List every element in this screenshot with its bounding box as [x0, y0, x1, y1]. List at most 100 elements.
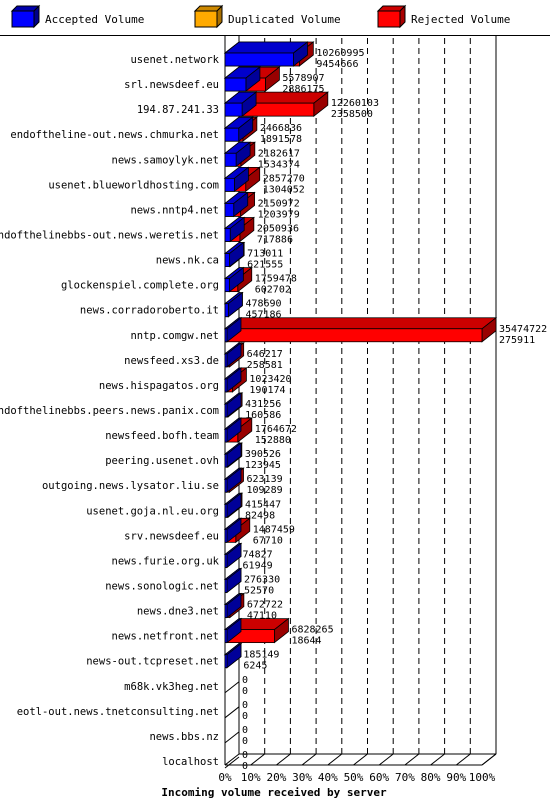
data-label-total: 5578907 [282, 73, 324, 84]
x-grid-floor-line [250, 753, 266, 766]
x-tick-label: 20% [266, 771, 286, 784]
y-tick-label: newsfeed.xs3.de [124, 355, 219, 367]
data-label-accepted: 109289 [247, 485, 283, 496]
data-label-total: 478690 [245, 299, 281, 310]
data-label-total: 0 [242, 700, 248, 711]
y-tick-label: srv.newsdeef.eu [124, 530, 219, 542]
data-label-accepted: 61949 [243, 560, 273, 571]
data-label-accepted: 1534374 [258, 159, 300, 170]
bar-accepted [224, 77, 247, 92]
y-tick-label: nntp.comgw.net [130, 330, 219, 342]
data-label-accepted: 52570 [244, 585, 274, 596]
bar-accepted [224, 604, 228, 618]
y-tick-label: news.sonologic.net [105, 580, 219, 592]
x-tick-label: 0% [218, 771, 232, 784]
data-label-accepted: 123945 [245, 460, 281, 471]
data-label-accepted: 275911 [499, 335, 535, 346]
data-label-accepted: 82498 [245, 510, 275, 521]
bar-accepted [224, 478, 228, 493]
x-tick-label: 30% [292, 771, 312, 784]
data-label-total: 2857270 [263, 173, 305, 184]
bar-rejected [224, 328, 483, 343]
data-label-accepted: 160586 [245, 410, 281, 421]
data-label-accepted: 0 [242, 736, 248, 747]
data-label-accepted: 47110 [247, 611, 277, 622]
y-tick-label: localhost [162, 756, 219, 768]
y-tick-label: news.samoylyk.net [112, 154, 219, 166]
bar-empty [224, 731, 240, 744]
data-label-total: 713011 [247, 249, 283, 260]
y-tick-label: news-out.tcpreset.net [86, 656, 219, 668]
bar-accepted [224, 453, 228, 468]
bar-accepted [224, 127, 240, 142]
x-grid-floor-line [378, 753, 394, 766]
data-label-total: 1764672 [255, 424, 297, 435]
data-label-total: 2182617 [258, 148, 300, 159]
legend-item-accepted: Accepted Volume [10, 4, 144, 29]
y-tick-label: m68k.vk3heg.net [124, 681, 219, 693]
y-tick-label: outgoing.news.lysator.liu.se [42, 480, 219, 492]
x-grid-floor-line [276, 753, 291, 766]
legend-item-duplicated: Duplicated Volume [193, 4, 341, 29]
y-tick-label: news.dne3.net [137, 606, 219, 618]
data-label-accepted: 258581 [247, 360, 283, 371]
x-grid-floor-line [353, 753, 368, 766]
x-grid-floor-line [430, 753, 445, 766]
data-label-total: 276330 [244, 574, 280, 585]
data-label-accepted: 2886175 [282, 84, 324, 95]
data-label-accepted: 1304052 [263, 184, 305, 195]
x-grid-floor-line [224, 753, 240, 766]
bar-rejected-top [223, 317, 498, 330]
data-label-total: 0 [242, 750, 248, 761]
data-label-total: 12260103 [331, 98, 379, 109]
legend-swatch-duplicated [194, 10, 218, 28]
data-label-accepted: 2358500 [331, 109, 373, 120]
data-label-total: 390526 [245, 449, 281, 460]
data-label-total: 74827 [243, 549, 273, 560]
data-label-total: 1487459 [253, 524, 295, 535]
bar-accepted [224, 152, 237, 167]
data-label-accepted: 152880 [255, 435, 291, 446]
x-tick-label: 60% [369, 771, 389, 784]
y-tick-label: peering.usenet.ovh [105, 455, 219, 467]
data-label-total: 646217 [247, 349, 283, 360]
x-tick-label: 10% [241, 771, 261, 784]
data-label-accepted: 6245 [243, 661, 267, 672]
bar-accepted [224, 378, 228, 393]
bar-empty [224, 681, 240, 694]
y-tick-label: usenet.goja.nl.eu.org [86, 505, 219, 517]
bar-accepted [224, 654, 228, 669]
bar-accepted [224, 177, 235, 192]
bar-accepted [224, 253, 230, 267]
data-label-accepted: 0 [242, 761, 248, 772]
data-label-accepted: 1891578 [260, 134, 302, 145]
data-label-total: 185149 [243, 650, 279, 661]
legend-label-rejected: Rejected Volume [411, 13, 510, 26]
legend: Accepted Volume Duplicated Volume Reject… [0, 4, 550, 36]
data-label-total: 2150972 [258, 198, 300, 209]
data-label-total: 623139 [247, 474, 283, 485]
y-tick-label: news.netfront.net [112, 631, 219, 643]
bar-accepted [224, 328, 228, 343]
x-axis-title: Incoming volume received by server [161, 786, 387, 799]
bar-accepted [224, 554, 228, 568]
x-grid-floor-line [327, 753, 343, 766]
y-tick-label: eotl-out.news.tnetconsulting.net [17, 706, 219, 718]
y-tick-label: news.nntp4.net [130, 204, 219, 216]
bar-accepted [224, 428, 228, 443]
legend-item-rejected: Rejected Volume [376, 4, 510, 29]
plot-area: 0% 10% 20% 30% 40% 50% 60% 70% 80% 90% 100% usenet.… [0, 36, 547, 784]
bar-accepted [224, 528, 228, 543]
y-tick-label: newsfeed.bofh.team [105, 430, 219, 442]
bar-accepted [224, 52, 294, 67]
bar-accepted [224, 203, 235, 217]
x-grid-floor-line [455, 753, 471, 766]
data-label-total: 672722 [247, 600, 283, 611]
data-label-accepted: 67710 [253, 535, 283, 546]
legend-swatch-rejected-side [399, 4, 406, 29]
data-label-total: 6828265 [291, 625, 333, 636]
y-tick-label: endofthelinebbs-out.news.weretis.net [0, 229, 219, 241]
legend-swatch-accepted [11, 10, 35, 28]
x-tick-label: 50% [344, 771, 364, 784]
